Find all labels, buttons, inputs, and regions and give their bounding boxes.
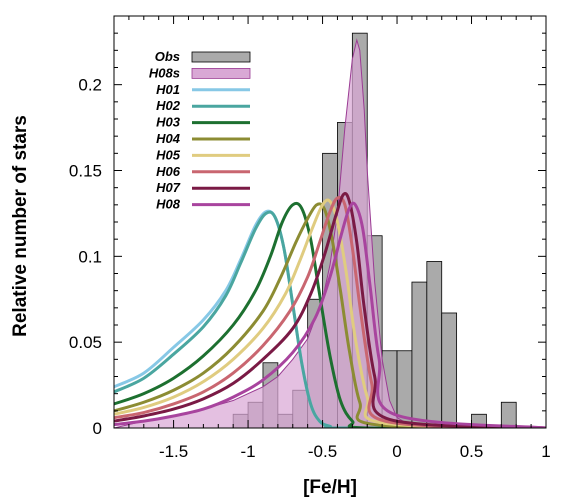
y-tick-label: 0.05 [69,333,102,352]
y-axis: 0 0.05 0.1 0.15 0.2 [69,15,546,438]
series-line-h03 [114,201,546,428]
legend-label: Obs [155,49,180,64]
x-axis-title: [Fe/H] [303,477,357,498]
series-line-h02 [114,210,546,428]
x-tick-label: -0.5 [308,442,337,461]
legend-label: H05 [156,147,181,162]
legend-label: H01 [156,82,180,97]
x-tick-label: -1 [241,442,256,461]
y-tick-label: 0.15 [69,162,102,181]
legend-label: H03 [156,115,181,130]
y-tick-label: 0.2 [78,76,102,95]
legend-swatch [191,68,251,79]
legend-label: H06 [156,164,181,179]
x-tick-label: -1.5 [159,442,188,461]
series-line-h04 [114,202,546,428]
legend-label: H02 [156,98,181,113]
series-line-h07 [114,192,546,428]
series-line-h08 [114,201,546,428]
histogram-bar [426,261,443,428]
x-tick-label: 0 [392,442,401,461]
series-line-h06 [114,195,546,428]
x-axis: -1.5 -1 -0.5 0 0.5 1 [113,16,551,461]
legend-swatch [191,51,251,63]
legend-label: H04 [156,131,181,146]
legend-label: H08s [149,65,180,80]
y-axis-title: Relative number of stars [10,115,31,337]
y-tick-label: 0 [93,419,102,438]
x-tick-label: 1 [541,442,550,461]
histogram-bar [411,281,428,428]
series-line-h05 [114,198,546,428]
legend-label: H08 [156,197,181,212]
histogram-bar [441,312,458,428]
x-tick-label: 0.5 [460,442,484,461]
legend-label: H07 [156,180,181,195]
histogram-bar [500,401,517,428]
y-tick-label: 0.1 [78,247,102,266]
plot-content [114,32,546,428]
